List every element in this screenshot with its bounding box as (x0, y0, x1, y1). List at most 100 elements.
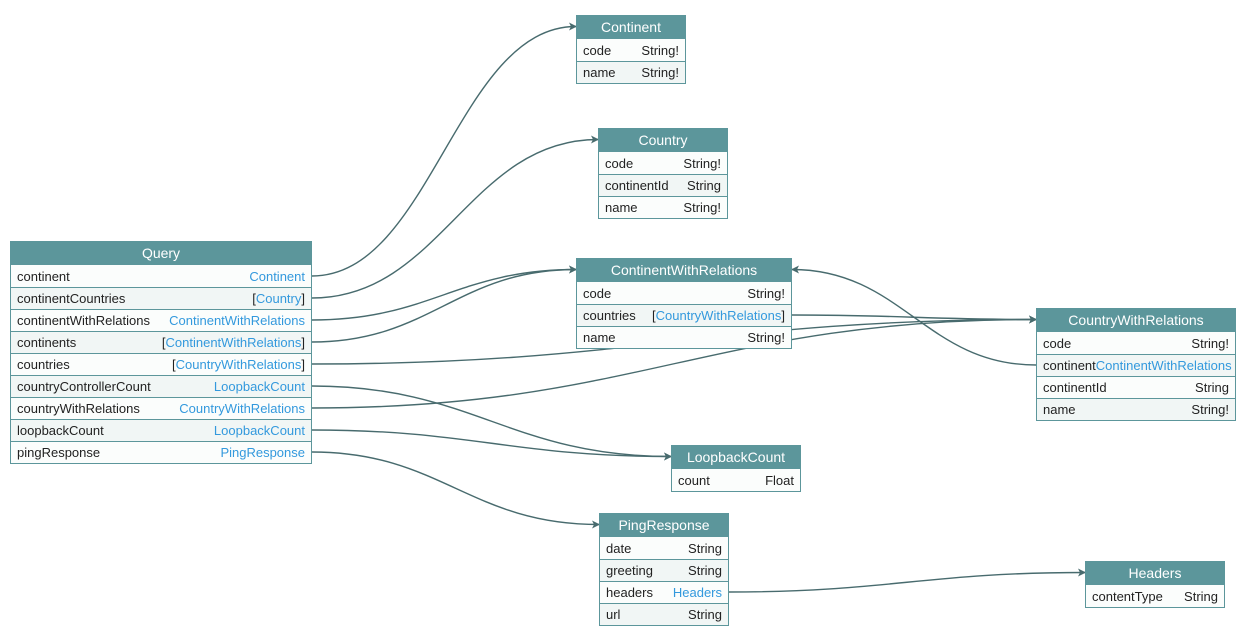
node-header: Country (599, 129, 727, 152)
field-type[interactable]: [Country] (252, 291, 305, 306)
field-type: String (688, 541, 722, 556)
field-name: continents (17, 335, 76, 350)
node-field-row: headers Headers (600, 581, 728, 603)
field-type: String (688, 563, 722, 578)
edge (792, 315, 1036, 320)
node-pingresponse: PingResponse date String greeting String head… (599, 513, 729, 626)
node-field-row: name String! (577, 61, 685, 83)
node-field-row: nameString! (1037, 398, 1235, 420)
node-field-row: date String (600, 537, 728, 559)
field-type[interactable]: LoopbackCount (214, 423, 305, 438)
node-field-row: countries[CountryWithRelations] (11, 353, 311, 375)
field-name: continentId (1043, 380, 1107, 395)
node-field-row: continentContinentWithRelations (1037, 354, 1235, 376)
edge (312, 270, 576, 321)
node-headers: Headers contentType String (1085, 561, 1225, 608)
edge (312, 452, 599, 525)
field-name: continentWithRelations (17, 313, 150, 328)
type-link[interactable]: ContinentWithRelations (166, 335, 302, 350)
node-header: CountryWithRelations (1037, 309, 1235, 332)
node-field-row: count Float (672, 469, 800, 491)
field-name: code (583, 43, 611, 58)
field-name: continent (1043, 358, 1096, 373)
field-name: headers (606, 585, 653, 600)
bracket-close: ] (781, 308, 785, 323)
type-link[interactable]: CountryWithRelations (176, 357, 302, 372)
node-field-row: continentContinent (11, 265, 311, 287)
edge (312, 430, 671, 457)
edge (312, 270, 576, 343)
node-field-row: loopbackCount LoopbackCount (11, 419, 311, 441)
node-field-row: code String! (577, 282, 791, 304)
field-type[interactable]: ContinentWithRelations (1096, 358, 1232, 373)
node-continent: Continent code String! name String! (576, 15, 686, 84)
field-name: countries (583, 308, 636, 323)
field-name: continentId (605, 178, 669, 193)
field-type[interactable]: [CountryWithRelations] (172, 357, 305, 372)
edge (312, 140, 598, 299)
node-field-row: countryControllerCount LoopbackCount (11, 375, 311, 397)
field-name: countryControllerCount (17, 379, 151, 394)
node-field-row: url String (600, 603, 728, 625)
node-field-row: continentCountries [Country] (11, 287, 311, 309)
field-name: url (606, 607, 620, 622)
edge (729, 573, 1085, 593)
node-header: Continent (577, 16, 685, 39)
node-field-row: continents [ContinentWithRelations] (11, 331, 311, 353)
field-name: code (605, 156, 633, 171)
node-field-row: name String! (577, 326, 791, 348)
bracket-close: ] (301, 335, 305, 350)
field-type: String (1184, 589, 1218, 604)
field-name: code (1043, 336, 1071, 351)
field-name: pingResponse (17, 445, 100, 460)
node-field-row: countryWithRelations CountryWithRelations (11, 397, 311, 419)
node-header: LoopbackCount (672, 446, 800, 469)
field-type[interactable]: ContinentWithRelations (169, 313, 305, 328)
bracket-close: ] (301, 357, 305, 372)
node-field-row: pingResponse PingResponse (11, 441, 311, 463)
field-name: continentCountries (17, 291, 125, 306)
field-name: date (606, 541, 631, 556)
field-name: count (678, 473, 710, 488)
field-name: greeting (606, 563, 653, 578)
node-country: Country code String! continentId String name S… (598, 128, 728, 219)
field-name: contentType (1092, 589, 1163, 604)
field-name: loopbackCount (17, 423, 104, 438)
node-continentwithrelations: ContinentWithRelationscodeString!countri… (576, 258, 792, 349)
node-field-row: continentId String (599, 174, 727, 196)
node-header: Headers (1086, 562, 1224, 585)
field-name: name (605, 200, 638, 215)
field-type: Float (765, 473, 794, 488)
field-type: String! (641, 65, 679, 80)
field-name: name (583, 65, 616, 80)
field-type: String! (683, 156, 721, 171)
field-type: String! (747, 286, 785, 301)
type-link[interactable]: Country (256, 291, 302, 306)
field-type[interactable]: Continent (249, 269, 305, 284)
node-field-row: codeString! (1037, 332, 1235, 354)
edge (312, 27, 576, 277)
node-field-row: continentIdString (1037, 376, 1235, 398)
field-type: String! (747, 330, 785, 345)
field-type[interactable]: LoopbackCount (214, 379, 305, 394)
node-query: QuerycontinentContinentcontinentCountrie… (10, 241, 312, 464)
field-type[interactable]: CountryWithRelations (179, 401, 305, 416)
field-type: String (688, 607, 722, 622)
node-field-row: countries [CountryWithRelations] (577, 304, 791, 326)
field-name: name (583, 330, 616, 345)
field-type[interactable]: [CountryWithRelations] (652, 308, 785, 323)
field-name: code (583, 286, 611, 301)
field-type: String (687, 178, 721, 193)
field-type: String! (641, 43, 679, 58)
node-field-row: greeting String (600, 559, 728, 581)
node-countrywithrelations: CountryWithRelationscodeString!continent… (1036, 308, 1236, 421)
field-type[interactable]: PingResponse (220, 445, 305, 460)
field-type[interactable]: [ContinentWithRelations] (162, 335, 305, 350)
node-header: Query (11, 242, 311, 265)
field-name: countryWithRelations (17, 401, 140, 416)
node-field-row: name String! (599, 196, 727, 218)
field-type: String! (683, 200, 721, 215)
field-type[interactable]: Headers (673, 585, 722, 600)
type-link[interactable]: CountryWithRelations (656, 308, 782, 323)
node-header: PingResponse (600, 514, 728, 537)
